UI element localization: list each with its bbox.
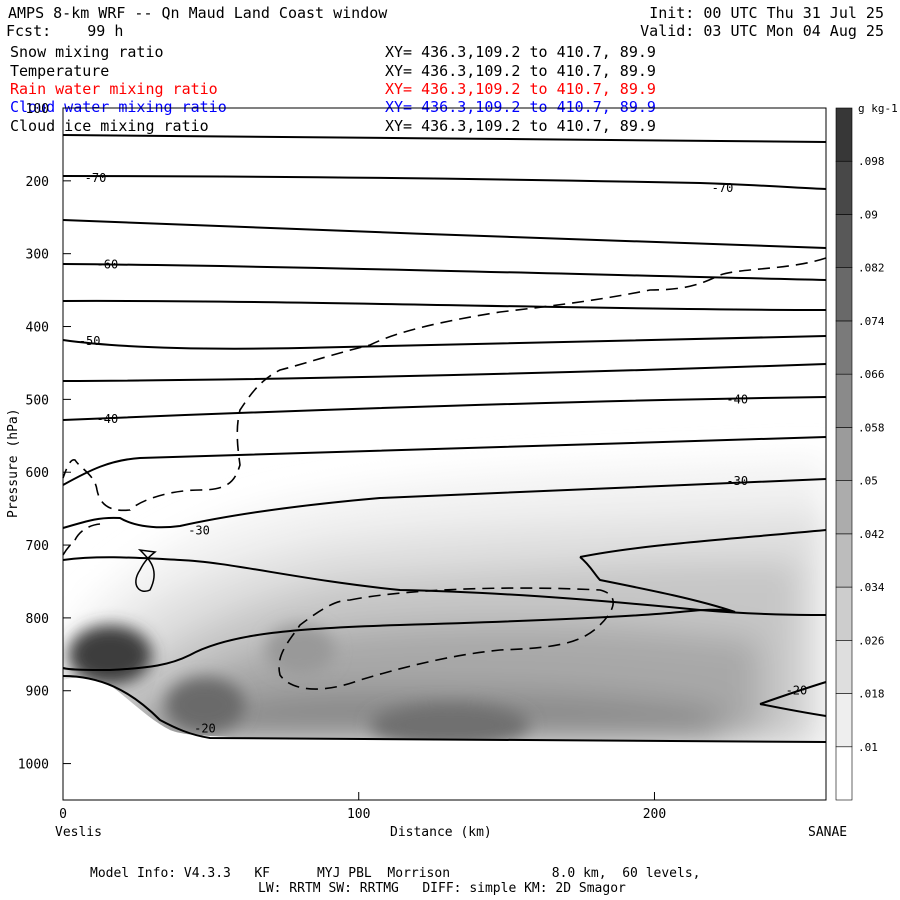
colorbar-label: .098: [858, 155, 885, 168]
field-name: Snow mixing ratio: [10, 43, 164, 61]
colorbar-label: .09: [858, 208, 878, 221]
colorbar-label: .058: [858, 421, 885, 434]
colorbar-label: .074: [858, 315, 885, 328]
field-name: Cloud ice mixing ratio: [10, 117, 209, 135]
x-tick-label: 100: [347, 807, 370, 822]
chart-title: AMPS 8-km WRF -- Qn Maud Land Coast wind…: [8, 4, 388, 22]
colorbar-swatch: [835, 746, 853, 801]
x-tick-label: 200: [643, 807, 666, 822]
colorbar-label: .066: [858, 368, 885, 381]
colorbar-swatch: [835, 107, 853, 162]
contour-label: -70: [85, 171, 107, 185]
model-info-line2: LW: RRTM SW: RRTMG DIFF: simple KM: 2D S…: [258, 881, 626, 896]
contour-label: -30: [188, 523, 210, 537]
y-tick-label: 400: [26, 321, 49, 336]
contour-label: -40: [726, 392, 748, 406]
contour-label: -70: [712, 181, 734, 195]
y-tick-label: 200: [26, 175, 49, 190]
colorbar-label: .034: [858, 581, 885, 594]
colorbar-label: .01: [858, 741, 878, 754]
field-name: Rain water mixing ratio: [10, 80, 218, 98]
right-endpoint-label: SANAE: [808, 825, 847, 840]
y-tick-label: 1000: [18, 758, 49, 773]
y-axis-title: Pressure (hPa): [6, 408, 21, 518]
colorbar-swatch: [835, 480, 853, 535]
contour-label: -30: [726, 474, 748, 488]
colorbar-swatch: [835, 533, 853, 588]
contour-labels: -70 -70 -60 -50 -40 -40 -30 -30 -20 -20: [79, 171, 808, 736]
contour-label: -60: [97, 258, 119, 272]
colorbar-swatch: [835, 640, 853, 694]
field-name: Cloud water mixing ratio: [10, 98, 227, 116]
colorbar-unit: g kg-1: [858, 102, 898, 115]
colorbar-swatch: [835, 320, 853, 375]
colorbar-label: .018: [858, 688, 885, 701]
field-name: Temperature: [10, 62, 110, 80]
valid-time: Valid: 03 UTC Mon 04 Aug 25: [640, 22, 884, 40]
colorbar-swatch: [835, 373, 853, 428]
x-tick-label: 0: [59, 807, 67, 822]
snow-shading: [63, 460, 826, 800]
contour-label: -50: [79, 334, 101, 348]
cloud-ice-contour: [62, 257, 827, 690]
contour-label: -20: [194, 722, 216, 736]
colorbar-label: .082: [858, 262, 885, 275]
field-xy: XY= 436.3,109.2 to 410.7, 89.9: [385, 43, 656, 61]
init-time: Init: 00 UTC Thu 31 Jul 25: [649, 4, 884, 22]
temperature-contours: [62, 134, 827, 743]
colorbar-label: .05: [858, 475, 878, 488]
y-tick-label: 100: [26, 102, 49, 117]
field-xy: XY= 436.3,109.2 to 410.7, 89.9: [385, 117, 656, 135]
y-tick-label: 900: [26, 685, 49, 700]
colorbar-swatch: [835, 160, 853, 215]
y-tick-label: 600: [26, 466, 49, 481]
colorbar-label: .026: [858, 634, 885, 647]
y-tick-label: 300: [26, 248, 49, 263]
colorbar-swatch: [835, 427, 853, 481]
field-xy: XY= 436.3,109.2 to 410.7, 89.9: [385, 62, 656, 80]
colorbar-swatch: [835, 267, 853, 322]
y-tick-label: 800: [26, 612, 49, 627]
y-tick-label: 500: [26, 393, 49, 408]
x-axis: 0 100 200: [59, 792, 666, 822]
forecast-hour: Fcst: 99 h: [6, 22, 124, 40]
field-xy: XY= 436.3,109.2 to 410.7, 89.9: [385, 80, 656, 98]
colorbar-swatch: [835, 693, 853, 748]
y-tick-label: 700: [26, 539, 49, 554]
colorbar: .01 .018 .026 .034 .042 .05 .058 .066 .074 .082 .0…: [835, 107, 885, 801]
colorbar-swatch: [835, 214, 853, 268]
plot-frame: [62, 107, 827, 801]
model-info-line1: Model Info: V4.3.3 KF MYJ PBL Morrison 8…: [90, 866, 701, 881]
x-axis-title: Distance (km): [390, 825, 492, 840]
field-xy: XY= 436.3,109.2 to 410.7, 89.9: [385, 98, 656, 116]
y-axis: 100 200 300 400 500 600 700 800 900 1000: [18, 102, 71, 773]
colorbar-label: .042: [858, 528, 885, 541]
left-endpoint-label: Veslis: [55, 825, 102, 840]
contour-label: -40: [97, 412, 119, 426]
contour-label: -20: [786, 684, 808, 698]
colorbar-swatch: [835, 586, 853, 641]
